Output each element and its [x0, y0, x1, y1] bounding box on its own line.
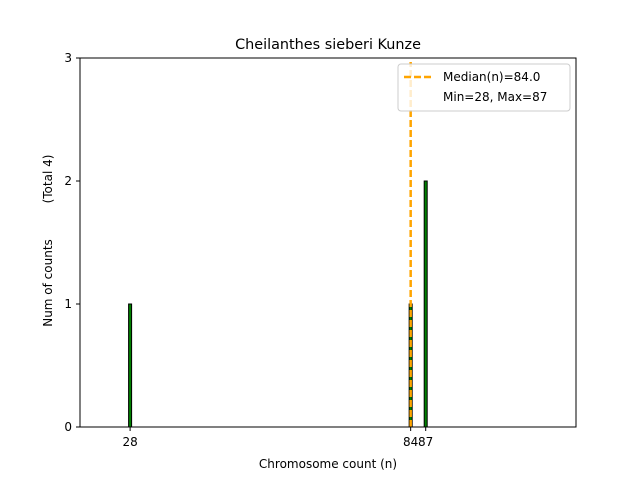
legend-range-label: Min=28, Max=87	[443, 90, 547, 104]
legend-median-label: Median(n)=84.0	[443, 70, 540, 84]
legend: Median(n)=84.0 Min=28, Max=87	[397, 63, 571, 112]
plot-area	[128, 62, 428, 428]
y-tick-label: 2	[64, 174, 72, 188]
y-tick-label: 3	[64, 51, 72, 65]
axes-frame	[79, 57, 577, 428]
legend-box	[397, 63, 571, 112]
bar-n-87	[423, 180, 428, 428]
y-axis-label: Num of counts	[41, 239, 55, 327]
y-axis-total-label: (Total 4)	[41, 155, 55, 204]
x-axis-ticks: 28 84 87	[122, 427, 433, 449]
y-axis-ticks: 0 1 2 3	[64, 51, 80, 434]
chart-title: Cheilanthes sieberi Kunze	[235, 37, 421, 53]
x-tick-label: 28	[122, 435, 137, 449]
bar-n-28	[128, 303, 133, 428]
x-tick-label: 87	[418, 435, 433, 449]
y-tick-label: 0	[64, 420, 72, 434]
x-axis-label: Chromosome count (n)	[259, 457, 397, 471]
x-tick-label: 84	[403, 435, 418, 449]
y-tick-label: 1	[64, 297, 72, 311]
